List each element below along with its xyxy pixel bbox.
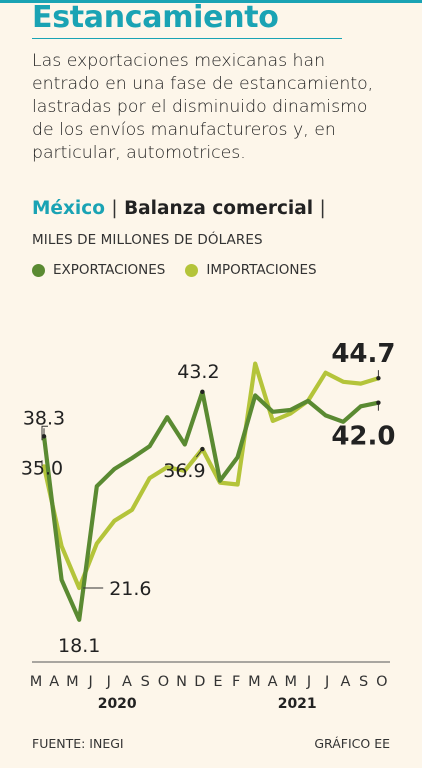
legend-item-exports: EXPORTACIONES [32,262,165,278]
data-label-exports-0: 38.3 [23,407,65,429]
annotation-marker-6 [376,375,381,381]
legend-dot-exports [32,263,45,277]
x-tick-label-17: A [340,674,350,690]
x-tick-label-2: M [66,674,79,690]
chart-title-text: Balanza comercial [124,198,314,219]
x-tick-label-5: A [122,674,132,690]
x-tick-label-16: J [324,674,329,690]
annotation-marker-4 [200,389,205,394]
legend-label-imports: IMPORTACIONES [206,262,317,278]
legend: EXPORTACIONES IMPORTACIONES [32,262,337,278]
annotation-marker-0 [41,434,47,439]
legend-item-imports: IMPORTACIONES [185,262,317,278]
x-tick-label-8: N [176,674,187,690]
x-tick-label-11: F [232,674,240,690]
x-tick-label-3: J [87,674,92,690]
x-tick-label-15: J [306,674,311,690]
data-label-exports-2: 18.1 [58,635,100,657]
x-tick-label-4: J [106,674,111,690]
source-note: FUENTE: INEGI [32,736,124,751]
x-tick-label-7: O [158,674,169,690]
line-chart: 38.335.018.121.643.236.944.742.0M A M J J A S O… [21,339,396,712]
x-tick-label-14: M [285,674,298,690]
year-label-2021: 2021 [278,696,317,712]
legend-dot-imports [185,263,199,277]
x-tick-label-1: A [49,674,59,690]
chart-title-trailing-separator: | [319,198,326,219]
x-tick-label-13: A [268,674,278,690]
chart-title: México | Balanza comercial | [32,198,326,219]
data-label-imports-2: 21.6 [109,578,151,600]
annotation-marker-7 [376,400,381,405]
chart-units: MILES DE MILLONES DE DÓLARES [32,232,263,248]
annotation-leader-top-1 [41,425,48,441]
x-tick-label-12: M [248,674,261,690]
x-tick-label-10: E [213,674,222,690]
headline-rule [32,38,342,39]
x-tick-label-0: M [30,674,43,690]
graphic-credit: GRÁFICO EE [314,736,390,751]
data-label-exports-19: 42.0 [331,422,395,452]
x-tick-label-18: S [359,674,368,690]
top-accent-bar [0,0,422,3]
annotation-marker-5 [200,446,205,452]
year-label-2020: 2020 [98,696,137,712]
chart-title-country: México [32,198,105,219]
x-tick-label-9: D [194,674,205,690]
x-tick-label-19: O [376,674,387,690]
series-line-exports [41,389,381,622]
data-label-imports-9: 36.9 [163,460,205,482]
intro-text: Las exportaciones mexicanas han entrado … [32,51,374,163]
data-label-exports-9: 43.2 [177,361,219,383]
series-line-imports [41,361,381,591]
x-tick-label-6: S [141,674,150,690]
data-label-imports-19: 44.7 [331,339,395,369]
data-label-imports-0: 35.0 [21,457,63,479]
headline: Estancamiento [32,0,279,35]
chart-title-separator: | [111,198,118,219]
legend-label-exports: EXPORTACIONES [53,262,166,278]
